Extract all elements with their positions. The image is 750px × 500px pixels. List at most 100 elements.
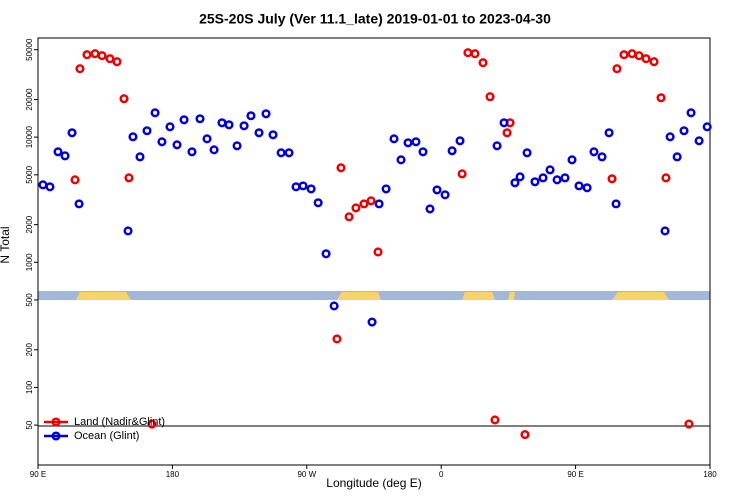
legend-marker — [51, 431, 61, 441]
data-point — [321, 249, 331, 259]
data-point — [313, 198, 323, 208]
data-point — [67, 128, 77, 138]
data-point — [552, 175, 562, 185]
x-tick-label: 90 E — [567, 470, 583, 479]
data-point — [97, 51, 107, 61]
data-point — [502, 128, 512, 138]
data-point — [478, 58, 488, 68]
data-point — [246, 111, 256, 121]
data-point — [135, 152, 145, 162]
data-point — [499, 118, 509, 128]
data-point — [268, 130, 278, 140]
data-point — [470, 49, 480, 59]
data-point — [389, 134, 399, 144]
data-point — [679, 126, 689, 136]
data-point — [366, 196, 376, 206]
data-point — [582, 183, 592, 193]
data-point — [74, 199, 84, 209]
data-point — [604, 128, 614, 138]
data-point — [82, 50, 92, 60]
y-tick-label: 50 — [25, 420, 34, 429]
data-point — [276, 148, 286, 158]
data-point — [329, 301, 339, 311]
data-point — [217, 118, 227, 128]
map-strip — [38, 291, 710, 300]
data-point — [306, 184, 316, 194]
data-point — [128, 132, 138, 142]
data-point — [457, 169, 467, 179]
y-tick-label: 50000 — [25, 38, 34, 61]
data-point — [179, 115, 189, 125]
data-point — [612, 64, 622, 74]
data-point — [70, 175, 80, 185]
data-point — [261, 109, 271, 119]
y-tick-label: 20000 — [25, 88, 34, 111]
data-point — [432, 185, 442, 195]
data-point — [656, 93, 666, 103]
data-point — [515, 172, 525, 182]
data-point — [45, 182, 55, 192]
data-point — [232, 141, 242, 151]
data-point — [105, 54, 115, 64]
x-axis-label: Longitude (deg E) — [326, 476, 421, 490]
data-point — [336, 163, 346, 173]
data-point — [634, 51, 644, 61]
data-point — [60, 151, 70, 161]
data-point — [492, 141, 502, 151]
data-point — [123, 226, 133, 236]
data-point — [396, 155, 406, 165]
data-point — [332, 334, 342, 344]
data-point — [447, 146, 457, 156]
data-point — [665, 132, 675, 142]
data-point — [607, 174, 617, 184]
data-point — [284, 148, 294, 158]
data-point — [254, 128, 264, 138]
data-point — [627, 49, 637, 59]
data-point — [440, 190, 450, 200]
data-point — [545, 165, 555, 175]
y-tick-label: 5000 — [25, 165, 34, 183]
data-point — [367, 317, 377, 327]
x-tick-label: 0 — [439, 470, 444, 479]
data-point — [660, 226, 670, 236]
data-point — [686, 108, 696, 118]
y-tick-label: 2000 — [25, 215, 34, 233]
data-point — [381, 184, 391, 194]
data-point — [641, 54, 651, 64]
x-tick-label: 90 E — [30, 470, 46, 479]
data-point — [165, 122, 175, 132]
data-point — [90, 49, 100, 59]
data-point — [661, 173, 671, 183]
data-point — [522, 148, 532, 158]
y-tick-label: 500 — [25, 293, 34, 307]
data-point — [560, 173, 570, 183]
y-axis-label: N Total — [0, 226, 12, 263]
data-point — [463, 48, 473, 58]
data-point — [53, 147, 63, 157]
data-point — [589, 147, 599, 157]
data-point — [374, 199, 384, 209]
data-point — [702, 122, 712, 132]
data-point — [172, 140, 182, 150]
data-point — [411, 137, 421, 147]
data-point — [684, 419, 694, 429]
data-point — [298, 181, 308, 191]
data-point — [490, 415, 500, 425]
data-point — [373, 247, 383, 257]
data-point — [538, 173, 548, 183]
data-point — [485, 92, 495, 102]
data-point — [344, 212, 354, 222]
x-tick-label: 90 W — [297, 470, 316, 479]
data-point — [694, 136, 704, 146]
data-point — [672, 152, 682, 162]
y-tick-label: 200 — [25, 343, 34, 357]
data-point — [597, 152, 607, 162]
data-point — [619, 50, 629, 60]
data-point — [574, 181, 584, 191]
data-point — [224, 120, 234, 130]
data-point — [239, 121, 249, 131]
data-point — [520, 430, 530, 440]
plot-frame — [37, 37, 711, 466]
data-point — [530, 177, 540, 187]
